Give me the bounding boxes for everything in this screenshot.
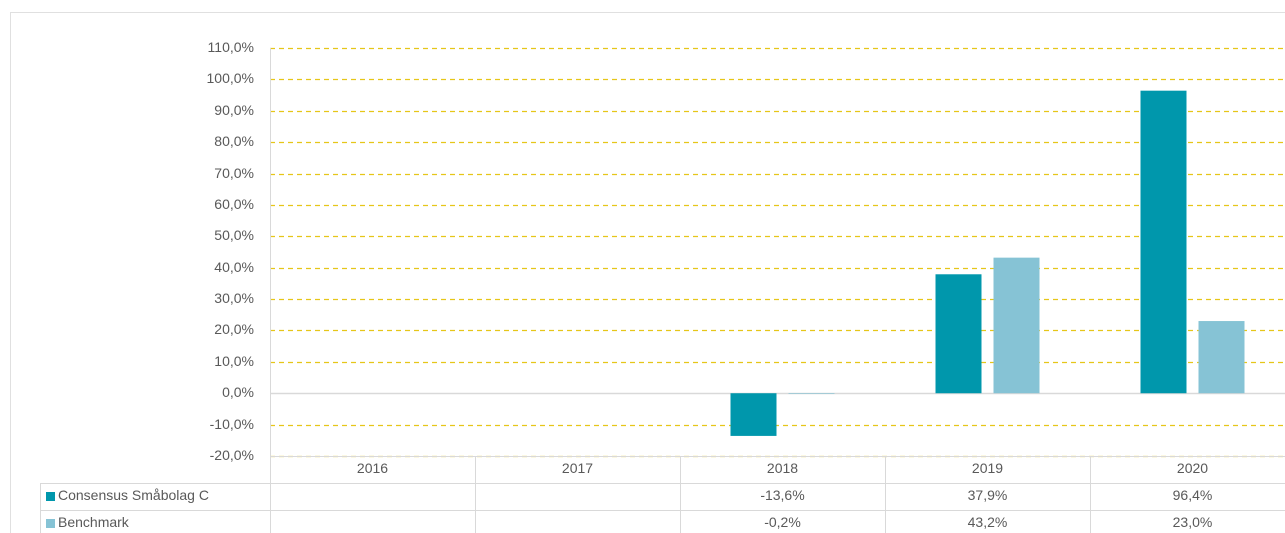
y-tick-label: 80,0% [214,133,254,149]
y-tick-label: 110,0% [208,39,254,55]
legend-swatch [46,519,55,528]
bar [788,393,835,394]
y-tick-label: -10,0% [210,416,254,432]
legend-swatch [46,492,55,501]
y-tick-label: -20,0% [210,447,254,463]
y-tick-label: 50,0% [214,227,254,243]
y-tick-label: 30,0% [214,290,254,306]
chart-frame [10,12,1285,533]
y-tick-label: 20,0% [214,321,254,337]
bar [730,393,777,436]
y-tick-label: 70,0% [214,165,254,181]
data-table-value: 96,4% [1173,487,1213,503]
legend-label: Benchmark [58,514,130,530]
x-tick-label: 2017 [562,460,593,476]
bar [993,257,1040,394]
y-tick-label: 0,0% [222,384,254,400]
y-tick-label: 90,0% [214,102,254,118]
data-table-value: 37,9% [968,487,1008,503]
y-tick-label: 60,0% [214,196,254,212]
data-table-value: -0,2% [764,514,801,530]
data-table-value: 43,2% [968,514,1008,530]
x-tick-label: 2016 [357,460,388,476]
x-tick-label: 2019 [972,460,1003,476]
bar [1198,321,1245,394]
legend-label: Consensus Småbolag C [58,487,209,503]
y-tick-label: 10,0% [214,353,254,369]
y-tick-label: 100,0% [207,70,254,86]
data-table-value: -13,6% [760,487,804,503]
x-tick-label: 2018 [767,460,798,476]
bar [1140,90,1187,394]
y-tick-label: 40,0% [214,259,254,275]
data-table-value: 23,0% [1173,514,1213,530]
x-tick-label: 2020 [1177,460,1208,476]
bar [935,274,982,394]
